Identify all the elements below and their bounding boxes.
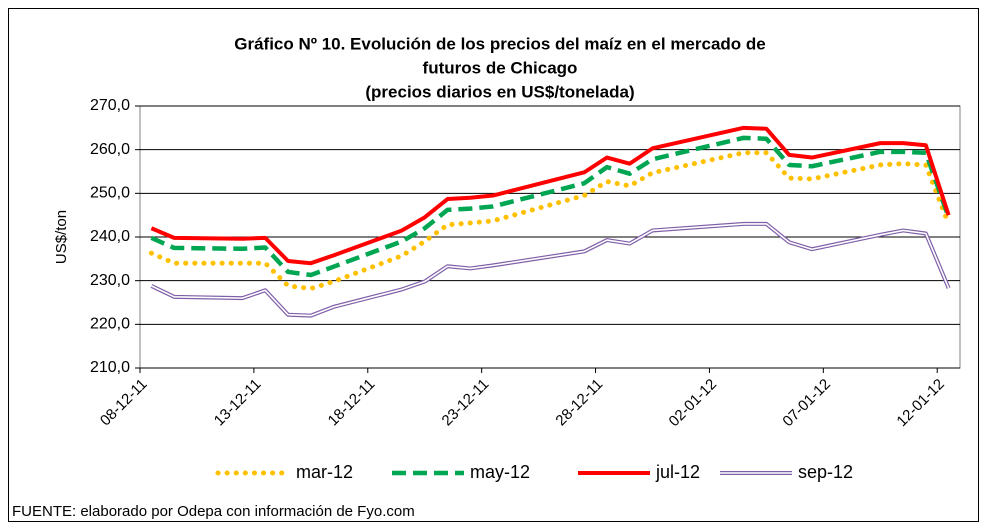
chart-title: futuros de Chicago — [423, 58, 578, 77]
legend-label: jul-12 — [655, 462, 700, 482]
chart-subtitle: (precios diarios en US$/tonelada) — [365, 82, 634, 101]
y-tick-label: 240,0 — [90, 228, 130, 245]
legend-label: mar-12 — [296, 462, 353, 482]
series-line — [150, 125, 951, 266]
series-line — [151, 223, 950, 317]
y-tick-label: 250,0 — [90, 185, 130, 202]
y-tick-label: 210,0 — [90, 359, 130, 376]
legend-label: sep-12 — [798, 462, 853, 482]
y-tick-label: 260,0 — [90, 141, 130, 158]
source-note: FUENTE: elaborado por Odepa con informac… — [12, 503, 415, 520]
y-axis-label: US$/ton — [53, 210, 70, 264]
y-tick-label: 220,0 — [90, 316, 130, 333]
chart-title: Gráfico Nº 10. Evolución de los precios … — [234, 34, 766, 53]
y-tick-label: 230,0 — [90, 272, 130, 289]
y-tick-label: 270,0 — [90, 97, 130, 114]
legend-label: may-12 — [470, 462, 530, 482]
